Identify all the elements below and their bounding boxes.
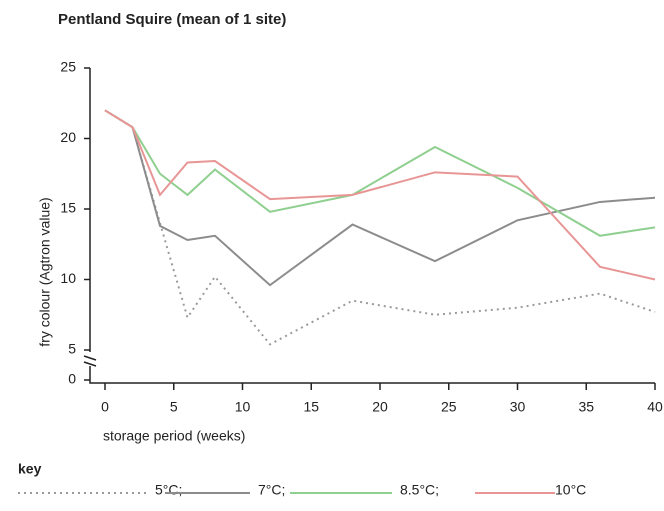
x-tick-label: 0 (101, 399, 109, 415)
y-tick-label: 15 (60, 200, 76, 216)
y-tick-label: 25 (60, 59, 76, 75)
chart-title: Pentland Squire (mean of 1 site) (58, 11, 286, 28)
data-line (104, 109, 656, 287)
y-tick-label: 5 (68, 341, 76, 357)
axes (83, 68, 655, 384)
x-tick-label: 25 (441, 399, 457, 415)
data-line (104, 109, 656, 346)
x-tick-label: 30 (510, 399, 526, 415)
legend-label: 10°C (555, 482, 586, 498)
x-axis-label: storage period (weeks) (103, 428, 245, 444)
y-tick-label: 20 (60, 129, 76, 145)
x-tick-label: 35 (578, 399, 594, 415)
legend-label: 5°C; (155, 482, 182, 498)
data-line (104, 109, 656, 281)
x-tick-label: 10 (235, 399, 251, 415)
x-tick-label: 5 (170, 399, 178, 415)
x-tick-label: 15 (303, 399, 319, 415)
data-line (104, 109, 656, 237)
legend-title: key (18, 461, 42, 477)
y-tick-label: 10 (60, 270, 76, 286)
y-tick-label: 0 (68, 371, 76, 387)
legend-label: 8.5°C; (400, 482, 439, 498)
y-axis-label: fry colour (Agtron value) (37, 197, 53, 346)
x-tick-label: 20 (372, 399, 388, 415)
x-tick-label: 40 (647, 399, 663, 415)
legend-label: 7°C; (258, 482, 285, 498)
